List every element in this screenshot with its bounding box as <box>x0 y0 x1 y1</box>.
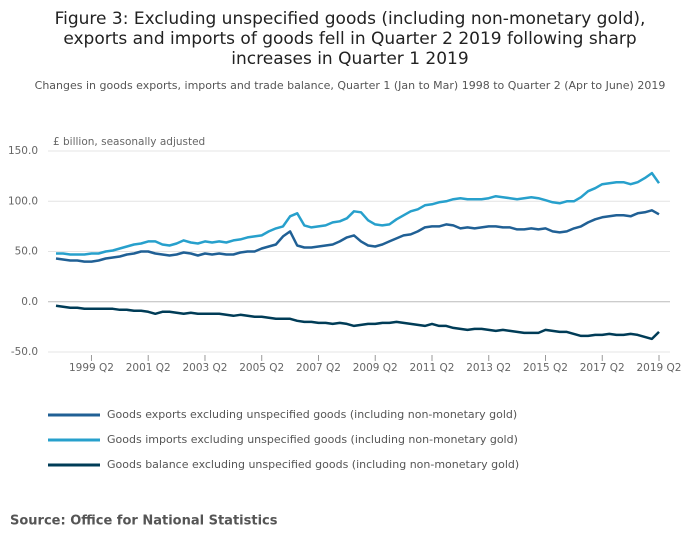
x-tick-label: 2003 Q2 <box>182 362 227 374</box>
y-tick-label: 0.0 <box>21 296 38 308</box>
series-line <box>55 304 660 341</box>
x-tick-label: 2007 Q2 <box>296 362 341 374</box>
y-axis-label: £ billion, seasonally adjusted <box>53 136 205 148</box>
series-line <box>55 209 660 263</box>
chart-title: increases in Quarter 1 2019 <box>231 49 468 69</box>
x-tick-label: 2015 Q2 <box>523 362 568 374</box>
x-tick-label: 2005 Q2 <box>239 362 284 374</box>
y-tick-label: -50.0 <box>11 346 38 358</box>
x-tick-label: 2013 Q2 <box>466 362 511 374</box>
legend-label: Goods imports excluding unspecified good… <box>107 433 518 446</box>
series-line <box>56 171 661 256</box>
subtitle: Changes in goods exports, imports and tr… <box>35 79 666 92</box>
y-tick-label: 100.0 <box>8 195 38 207</box>
x-tick-label: 1999 Q2 <box>69 362 114 374</box>
source: Source: Office for National Statistics <box>10 514 278 529</box>
x-tick-label: 2011 Q2 <box>409 362 454 374</box>
x-tick-label: 2001 Q2 <box>126 362 171 374</box>
chart-title: Figure 3: Excluding unspecified goods (i… <box>55 9 646 29</box>
y-tick-label: 150.0 <box>8 145 38 157</box>
chart-title: exports and imports of goods fell in Qua… <box>63 29 636 49</box>
legend-label: Goods balance excluding unspecified good… <box>107 458 519 471</box>
x-tick-label: 2019 Q2 <box>636 362 681 374</box>
legend-label: Goods exports excluding unspecified good… <box>107 408 517 421</box>
x-tick-label: 2009 Q2 <box>353 362 398 374</box>
x-tick-label: 2017 Q2 <box>580 362 625 374</box>
y-tick-label: 50.0 <box>15 246 38 258</box>
